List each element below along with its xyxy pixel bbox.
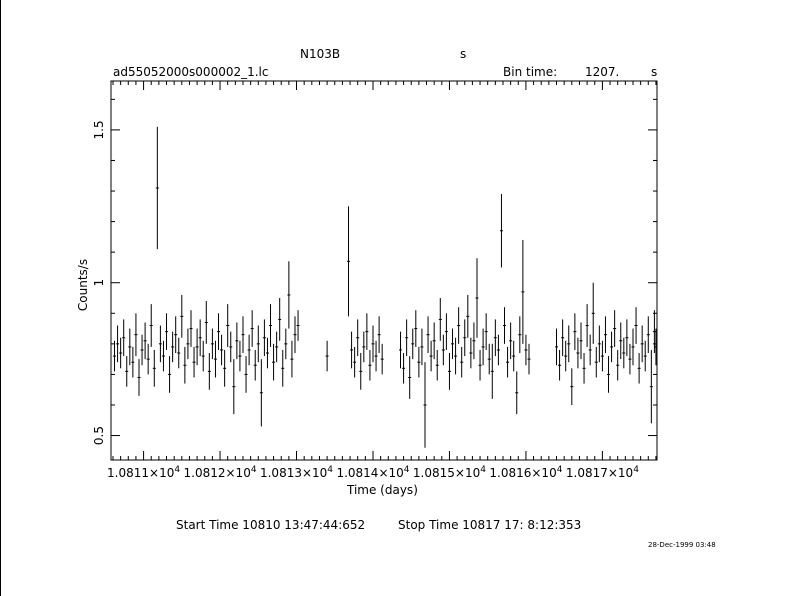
x-tick-label: 1.0812×104 [184,465,257,480]
start-time: Start Time 10810 13:47:44:652 [176,518,366,532]
bin-time-unit: s [651,65,658,79]
filename-label: ad55052000s000002_1.lc [113,65,269,79]
y-tick-label: 0.5 [92,426,106,445]
y-tick-label: 1.5 [92,120,106,139]
plot-frame [110,80,658,461]
x-axis-label: Time (days) [347,483,418,497]
window-left-edge [0,0,1,596]
x-tick-label: 1.0814×104 [336,465,409,480]
plot-timestamp: 28-Dec-1999 03:48 [648,541,716,549]
y-tick-label: 1 [92,279,106,287]
bin-time-value: 1207. [585,65,620,79]
bin-time-label: Bin time: [503,65,558,79]
x-tick-label: 1.0815×104 [413,465,486,480]
stop-time: Stop Time 10817 17: 8:12:353 [398,518,582,532]
x-tick-label: 1.0811×104 [107,465,180,480]
x-tick-label: 1.0816×104 [489,465,562,480]
object-unit: s [460,47,467,61]
x-tick-label: 1.0813×104 [260,465,333,480]
x-tick-label: 1.0817×104 [566,465,639,480]
object-name: N103B [300,47,341,61]
